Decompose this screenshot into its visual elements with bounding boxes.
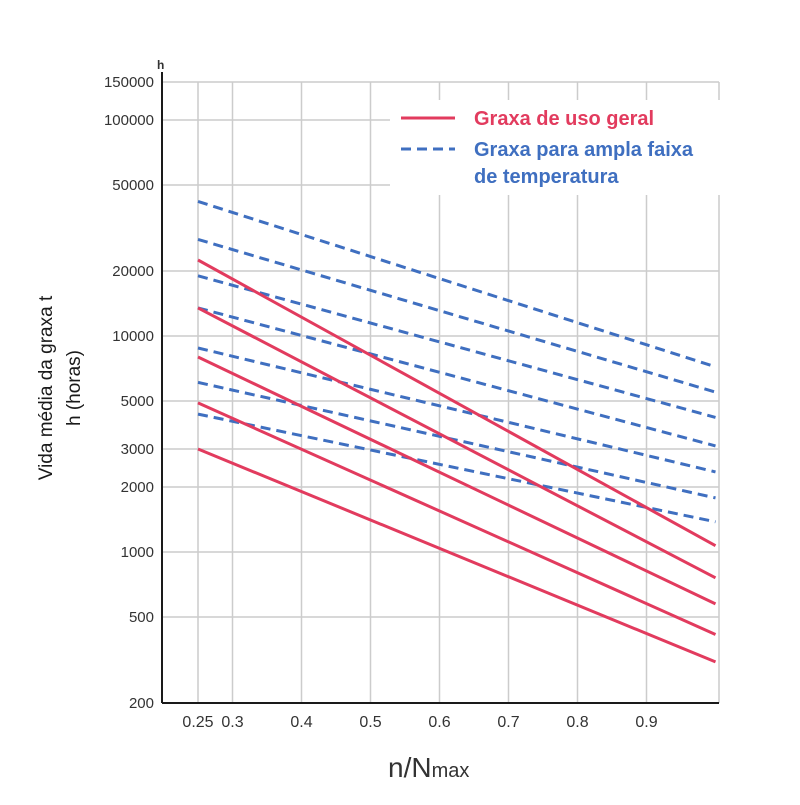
x-axis-title: n/Nmax	[388, 752, 469, 783]
x-axis-title-main: n/N	[388, 752, 432, 783]
legend-background	[390, 100, 725, 195]
y-tick-label: 50000	[112, 177, 154, 194]
y-tick-label: 100000	[104, 112, 154, 129]
y-tick-labels: 200 500 1000 2000 3000 5000 10000 20000 50000 100…	[104, 74, 154, 712]
legend-label-wide-line2: de temperatura	[474, 166, 619, 188]
x-tick-label: 0.8	[566, 714, 588, 731]
y-tick-label: 500	[129, 609, 154, 626]
wide-temp-grease-line	[197, 199, 716, 369]
x-tick-label: 0.25	[182, 714, 213, 731]
y-unit-label: h	[157, 58, 164, 72]
y-tick-label: 200	[129, 695, 154, 712]
x-tick-label: 0.3	[221, 714, 243, 731]
y-tick-label: 150000	[104, 74, 154, 91]
wide-temp-grease-line	[197, 346, 716, 474]
y-tick-label: 10000	[112, 328, 154, 345]
general-grease-line	[197, 401, 717, 636]
wide-temp-grease-line	[197, 380, 716, 500]
x-axis-title-sub: max	[432, 760, 470, 782]
y-axis-title-line2: h (horas)	[64, 350, 85, 426]
x-tick-label: 0.9	[635, 714, 657, 731]
legend-label-general: Graxa de uso geral	[474, 108, 654, 130]
x-tick-label: 0.5	[359, 714, 381, 731]
y-tick-label: 5000	[121, 393, 154, 410]
y-tick-label: 3000	[121, 441, 154, 458]
general-grease-line	[197, 447, 717, 664]
legend: Graxa de uso geral Graxa para ampla faix…	[390, 100, 725, 195]
x-tick-labels: 0.25 0.3 0.4 0.5 0.6 0.7 0.8 0.9	[182, 714, 657, 731]
legend-label-wide-line1: Graxa para ampla faixa	[474, 139, 694, 161]
y-tick-label: 1000	[121, 544, 154, 561]
y-tick-label: 20000	[112, 263, 154, 280]
x-tick-label: 0.4	[290, 714, 312, 731]
y-axis-title-line1: Vida média da graxa t	[36, 295, 57, 480]
wide-temp-grease-line	[197, 412, 716, 524]
general-grease-line	[197, 355, 717, 606]
axes	[161, 72, 719, 704]
y-tick-label: 2000	[121, 479, 154, 496]
x-tick-label: 0.7	[497, 714, 519, 731]
wide-temp-grease-line	[197, 237, 716, 394]
general-grease-line	[197, 258, 717, 548]
series-lines	[197, 199, 717, 664]
wide-temp-grease-line	[197, 306, 716, 448]
general-grease-line	[197, 306, 717, 580]
x-tick-label: 0.6	[428, 714, 450, 731]
wide-temp-grease-line	[197, 274, 716, 419]
